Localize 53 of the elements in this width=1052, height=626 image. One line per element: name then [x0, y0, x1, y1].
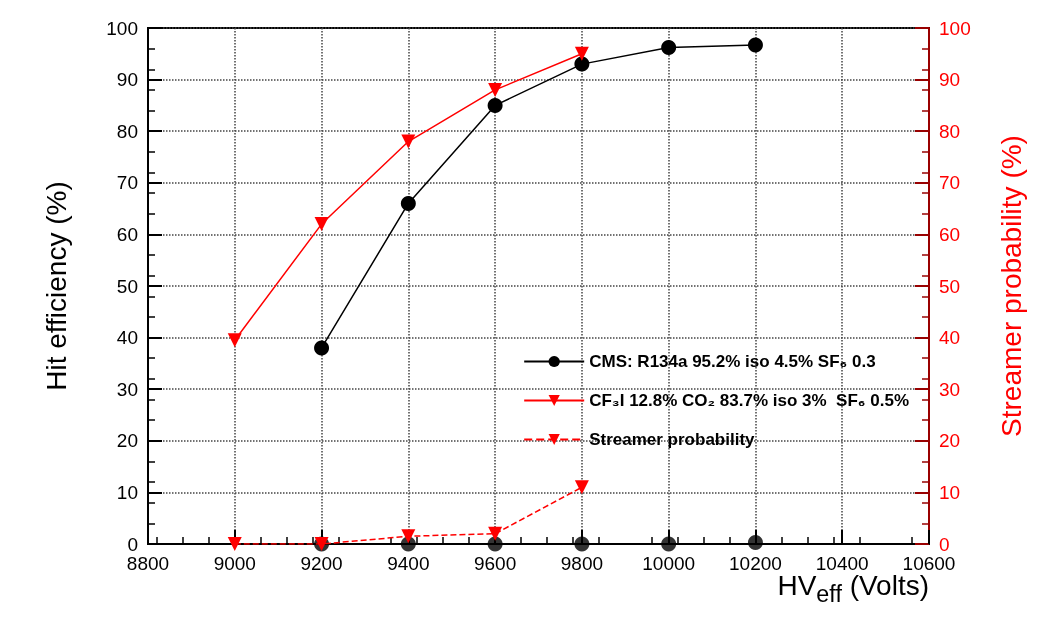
point [747, 37, 763, 53]
x-tick-label: 9000 [213, 553, 256, 574]
point [574, 536, 590, 552]
point [227, 537, 242, 551]
x-tick-label: 10000 [642, 553, 696, 574]
y-tick-label: 50 [116, 275, 138, 297]
y2-tick-label: 0 [939, 533, 950, 555]
point [661, 536, 677, 552]
x-tick-label: 9400 [387, 553, 430, 574]
point [487, 97, 503, 113]
y-tick-label: 90 [116, 69, 138, 91]
y2-tick-label: 10 [939, 481, 961, 503]
point [747, 534, 763, 550]
y-tick-label: 80 [116, 120, 138, 142]
point [314, 217, 329, 232]
y2-tick-label: 20 [939, 430, 961, 452]
point [401, 529, 416, 544]
point [400, 195, 416, 211]
y-tick-label: 10 [116, 481, 138, 503]
point [488, 82, 503, 97]
y-tick-label: 20 [116, 430, 138, 452]
y-tick-label: 0 [127, 533, 138, 555]
y-tick-label: 40 [116, 327, 138, 349]
y-tick-label: 100 [106, 17, 138, 39]
point [314, 340, 330, 356]
point [574, 46, 589, 61]
y2-tick-label: 60 [939, 223, 961, 245]
x-tick-label: 9600 [473, 553, 517, 574]
legend-label: Streamer probability [589, 430, 756, 449]
point [574, 480, 589, 495]
y2-tick-label: 70 [939, 172, 961, 194]
point [488, 526, 503, 541]
y2-tick-label: 50 [939, 275, 961, 297]
point [574, 56, 590, 72]
y-tick-label: 30 [116, 378, 138, 400]
y2-axis-title: Streamer probability (%) [995, 135, 1027, 437]
x-tick-label: 9200 [300, 553, 343, 574]
y2-tick-label: 30 [939, 378, 961, 400]
legend-label: CF₃I 12.8% CO₂ 83.7% iso 3% SF₆ 0.5% [589, 391, 909, 410]
point [401, 134, 416, 149]
y-axis-title: Hit efficiency (%) [40, 181, 72, 391]
y-tick-label: 70 [116, 172, 138, 194]
y2-tick-label: 90 [939, 69, 961, 91]
point [661, 40, 677, 56]
point [487, 536, 503, 552]
x-tick-label: 8800 [126, 553, 170, 574]
y2-tick-label: 80 [939, 120, 961, 142]
y2-tick-label: 40 [939, 327, 961, 349]
point [227, 333, 242, 348]
legend-label: CMS: R134a 95.2% iso 4.5% SF₆ 0.3 [589, 352, 876, 371]
y-tick-label: 60 [116, 223, 138, 245]
x-tick-label: 9800 [560, 553, 604, 574]
y2-tick-label: 100 [939, 17, 971, 39]
